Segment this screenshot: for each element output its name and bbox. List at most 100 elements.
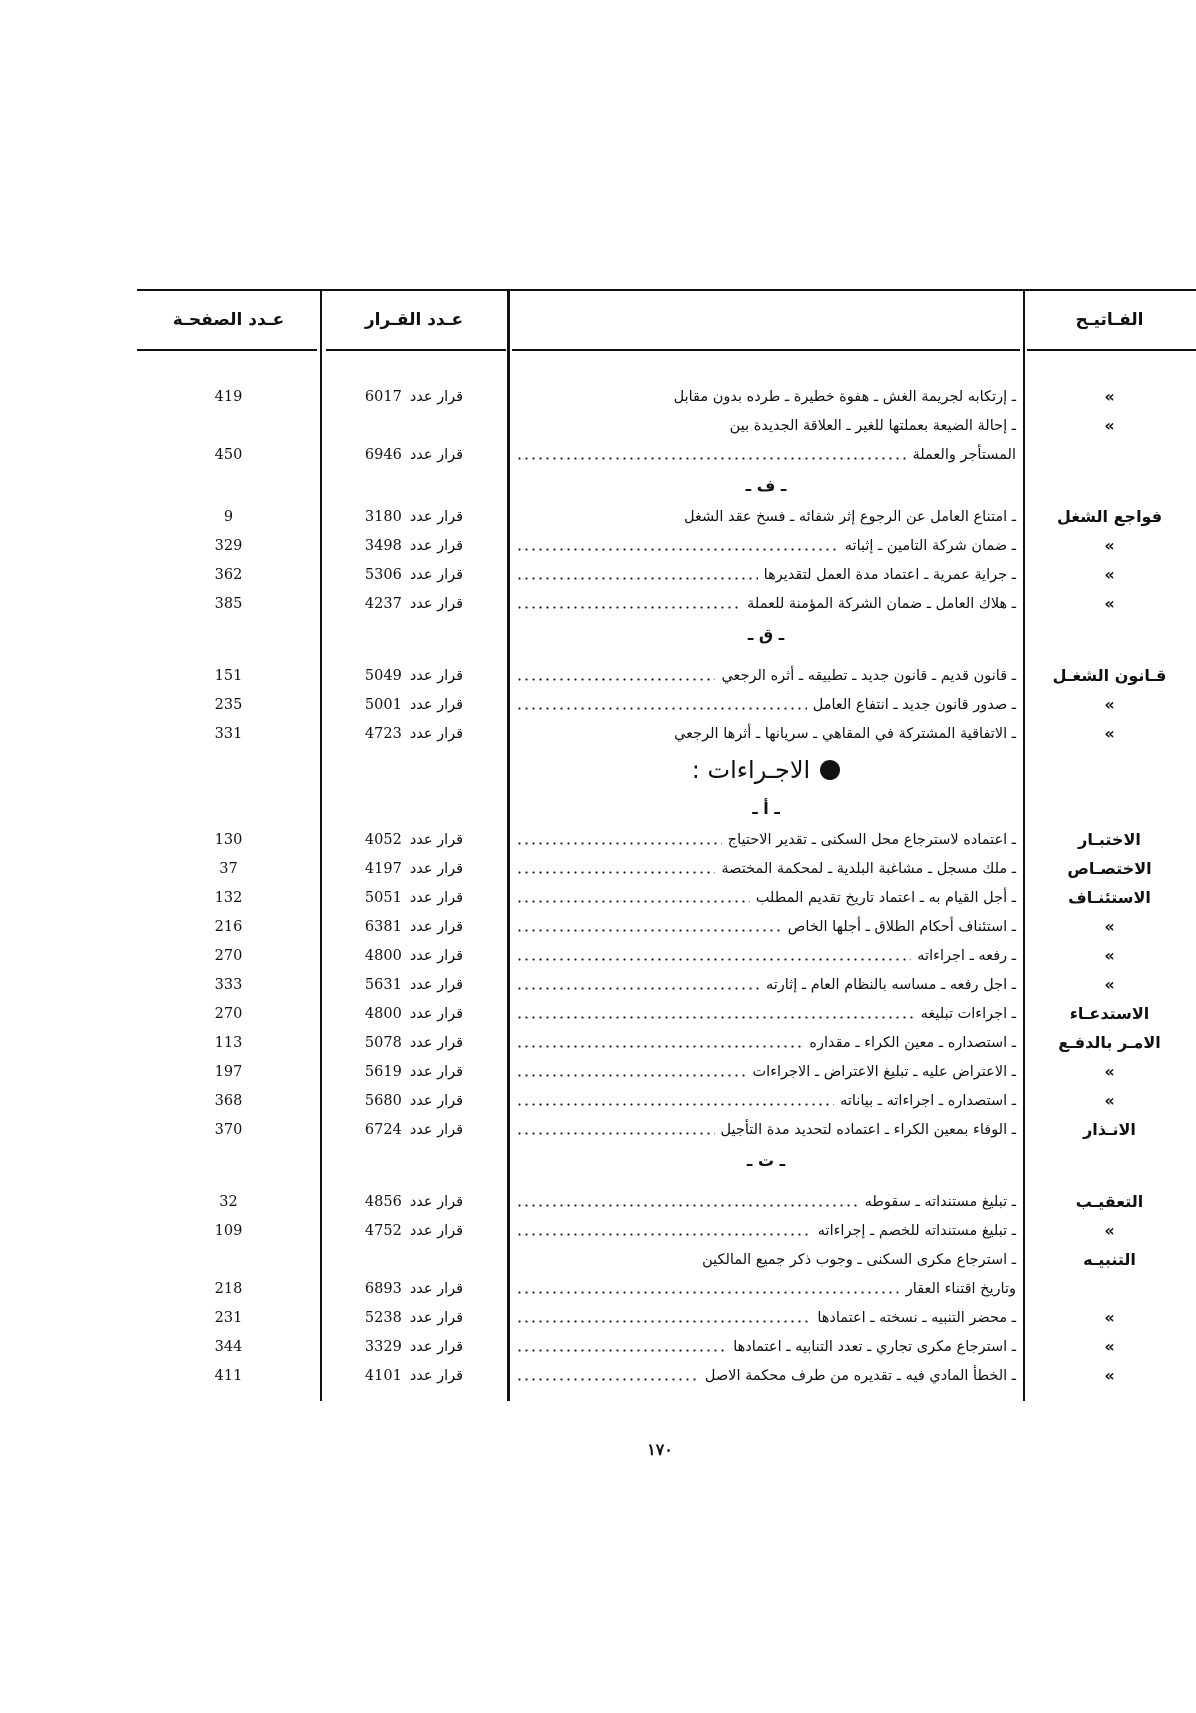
decision-label: قرار عدد [409,725,464,742]
header-description [508,300,1023,340]
entry-description: وتاريخ اقتناء العقار [516,1274,1016,1303]
decision-number: 5619 [364,1063,402,1080]
entry-description: ـ استصداره ـ اجراءاته ـ بياناته [516,1086,1016,1115]
entry-text: ـ استصداره ـ اجراءاته ـ بياناته [840,1092,1016,1109]
decision-reference: قرار عدد 5051 [320,883,508,912]
dot-leader [516,1016,915,1019]
header-rule-description [512,349,1020,351]
entry-description: ـ اجل رفعه ـ مساسه بالنظام العام ـ إثارت… [516,970,1016,999]
decision-number: 3180 [364,508,402,525]
keyword: » [1104,416,1115,435]
decision-label: قرار عدد [409,1280,464,1297]
table-row: فواجع الشغل ـ امتناع العامل عن الرجوع إثر… [0,502,1196,531]
page-reference: 235 [214,696,243,713]
entry-description: ـ إحالة الضيعة بعملتها للغير ـ العلاقة ا… [516,411,1016,440]
entry-text: ـ الاعتراض عليه ـ تبليغ الاعتراض ـ الاجر… [752,1063,1016,1080]
keyword: » [1104,975,1115,994]
decision-reference: قرار عدد 4723 [320,719,508,748]
keyword: » [1104,1091,1115,1110]
entry-text: ـ إحالة الضيعة بعملتها للغير ـ العلاقة ا… [729,417,1016,434]
decision-number: 5078 [364,1034,402,1051]
header-rule-page [137,349,317,351]
decision-label: قرار عدد [409,976,464,993]
keyword: » [1104,536,1115,555]
entry-text: ـ إرتكابه لجريمة الغش ـ هفوة خطيرة ـ طرد… [673,388,1016,405]
decision-number: 5680 [364,1092,402,1109]
header-rule-decision [326,349,506,351]
section-letter-row: ـ ت ـ [0,1144,1196,1177]
page-reference: 218 [214,1280,243,1297]
decision-reference: قرار عدد 5238 [320,1303,508,1332]
table-row: الاختصـاص ـ ملك مسجل ـ مشاغبة البلدية ـ ل… [0,854,1196,883]
entry-text: ـ ملك مسجل ـ مشاغبة البلدية ـ لمحكمة الم… [721,860,1016,877]
keyword: الاستدعـاء [1069,1004,1150,1023]
page-reference: 132 [214,889,243,906]
table-row: » ـ استئناف أحكام الطلاق ـ أجلها الخاص قرا… [0,912,1196,941]
dot-leader [516,1204,859,1207]
table-row: التنبيـه ـ استرجاع مكرى السكنى ـ وجوب ذكر… [0,1245,1196,1274]
table-row: المستأجر والعملة قرار عدد 6946 450 [0,440,1196,469]
decision-reference: قرار عدد 4800 [320,941,508,970]
dot-leader [516,1233,812,1236]
keyword: التعقيـب [1075,1192,1144,1211]
dot-leader [516,871,716,874]
section-heading-row: الاجـراءات : [0,748,1196,792]
entry-description: ـ ملك مسجل ـ مشاغبة البلدية ـ لمحكمة الم… [516,854,1016,883]
entry-description: ـ استرجاع مكرى تجاري ـ تعدد التنابيه ـ ا… [516,1332,1016,1361]
column-divider [320,289,322,1401]
entry-description: ـ الوفاء بمعين الكراء ـ اعتماده لتحديد م… [516,1115,1016,1144]
table-row: » ـ صدور قانون جديد ـ انتفاع العامل قرار ع… [0,690,1196,719]
entry-text: ـ استرجاع مكرى تجاري ـ تعدد التنابيه ـ ا… [733,1338,1016,1355]
entry-description: ـ صدور قانون جديد ـ انتفاع العامل [516,690,1016,719]
decision-number: 4101 [364,1367,402,1384]
keyword: التنبيـه [1083,1250,1136,1269]
page-reference: 344 [214,1338,243,1355]
page-reference: 411 [214,1367,243,1384]
entry-text: ـ اجراءات تبليغه [920,1005,1016,1022]
decision-number: 5051 [364,889,402,906]
dot-leader [516,606,742,609]
decision-number: 6946 [364,446,402,463]
keyword: » [1104,695,1115,714]
dot-leader [516,842,722,845]
table-row: الامـر بالدفـع ـ استصداره ـ معين الكراء ـ… [0,1028,1196,1057]
keyword: الاختصـاص [1067,859,1152,878]
decision-number: 6893 [364,1280,402,1297]
decision-reference: قرار عدد 3498 [320,531,508,560]
entry-description: ـ استرجاع مكرى السكنى ـ وجوب ذكر جميع ال… [516,1245,1016,1274]
entry-text: ـ أجل القيام به ـ اعتماد تاريخ تقديم الم… [755,889,1016,906]
page-number: ١٧٠ [647,1440,673,1459]
decision-label: قرار عدد [409,1092,464,1109]
decision-number: 4197 [364,860,402,877]
decision-label: قرار عدد [409,889,464,906]
entry-text: ـ امتناع العامل عن الرجوع إثر شفائه ـ فس… [683,508,1016,525]
decision-label: قرار عدد [409,947,464,964]
decision-label: قرار عدد [409,831,464,848]
page-reference: 231 [214,1309,243,1326]
entry-text: ـ تبليغ مستنداته للخصم ـ إجراءاته [817,1222,1016,1239]
page-reference: 32 [219,1193,238,1210]
dot-leader [516,1074,747,1077]
page-reference: 419 [214,388,243,405]
decision-label: قرار عدد [409,446,464,463]
page-reference: 37 [219,860,238,877]
decision-label: قرار عدد [409,1063,464,1080]
decision-reference: قرار عدد 4101 [320,1361,508,1390]
decision-label: قرار عدد [409,1034,464,1051]
table-row: » ـ هلاك العامل ـ ضمان الشركة المؤمنة للع… [0,589,1196,618]
decision-number: 4856 [364,1193,402,1210]
entry-description: ـ الخطأ المادي فيه ـ تقديره من طرف محكمة… [516,1361,1016,1390]
dot-leader [516,548,839,551]
table-row: » ـ محضر التنبيه ـ نسخته ـ اعتمادها قرار ع… [0,1303,1196,1332]
dot-leader [516,929,782,932]
entry-description: ـ ضمان شركة التامين ـ إثباته [516,531,1016,560]
decision-number: 3329 [364,1338,402,1355]
entry-description: ـ إرتكابه لجريمة الغش ـ هفوة خطيرة ـ طرد… [516,382,1016,411]
decision-number: 5631 [364,976,402,993]
page-reference: 370 [214,1121,243,1138]
column-divider [1023,289,1025,1401]
decision-label: قرار عدد [409,388,464,405]
decision-label: قرار عدد [409,1005,464,1022]
decision-reference: قرار عدد 5619 [320,1057,508,1086]
decision-reference: قرار عدد 4237 [320,589,508,618]
